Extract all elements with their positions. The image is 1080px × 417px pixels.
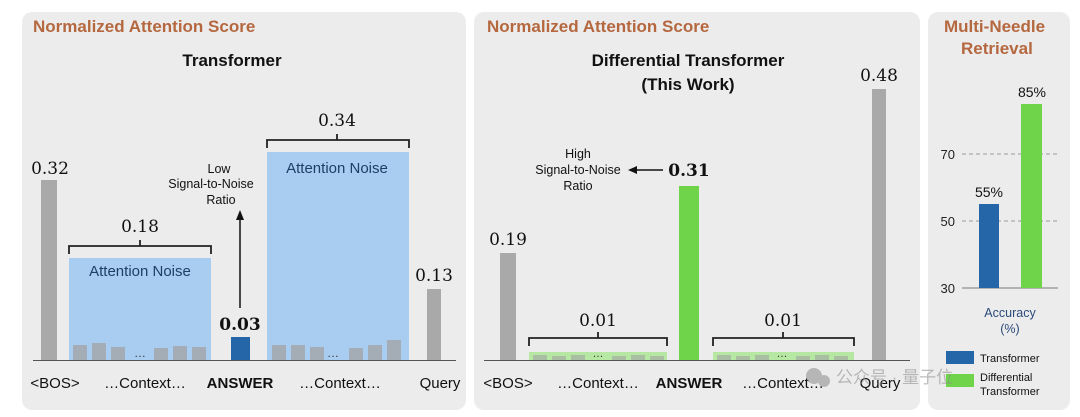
legend-swatch-diff-transformer xyxy=(946,374,974,387)
right-panel-header-line2: Retrieval xyxy=(961,39,1033,58)
right-bar-diff-transformer xyxy=(1021,104,1042,288)
left-bar-answer xyxy=(231,337,250,360)
legend-label-diff-line1: Differential xyxy=(980,372,1032,384)
middle-bar-bos xyxy=(500,253,516,360)
left-annotation-line1: Low xyxy=(208,162,232,176)
middle-panel-header: Normalized Attention Score xyxy=(487,17,710,36)
middle-annotation-line2: Signal-to-Noise xyxy=(535,163,621,177)
legend-swatch-transformer xyxy=(946,351,974,364)
middle-xlabel-bos: <BOS> xyxy=(483,375,532,392)
right-value-transformer: 55% xyxy=(975,184,1003,200)
middle-value-answer: 0.31 xyxy=(668,161,709,181)
right-ytick-30: 30 xyxy=(941,281,955,296)
left-context-bars-2 xyxy=(272,340,401,360)
middle-brace-2 xyxy=(712,332,855,346)
left-noise-label-1: Attention Noise xyxy=(89,263,191,280)
middle-value-context-1: 0.01 xyxy=(579,311,617,331)
middle-ellipsis-1: … xyxy=(593,348,604,360)
watermark: 公众号 · 量子位 xyxy=(806,368,953,387)
left-annotation-line3: Ratio xyxy=(206,193,235,207)
left-chart-title: Transformer xyxy=(182,51,282,70)
right-ytick-70: 70 xyxy=(941,147,955,162)
right-panel-header-line1: Multi-Needle xyxy=(944,17,1046,36)
middle-annotation-line3: Ratio xyxy=(563,179,592,193)
left-value-bos: 0.32 xyxy=(31,159,69,179)
middle-xlabel-answer: ANSWER xyxy=(656,375,723,392)
middle-value-query: 0.48 xyxy=(860,66,898,86)
left-panel-header: Normalized Attention Score xyxy=(33,17,256,36)
middle-annotation-arrowhead xyxy=(628,166,637,174)
right-axis-label-line1: Accuracy xyxy=(984,306,1036,320)
left-bar-bos xyxy=(41,180,57,360)
middle-context-bars xyxy=(533,355,848,360)
middle-annotation-line1: High xyxy=(565,147,591,161)
middle-xlabel-context-1: …Context… xyxy=(557,375,639,392)
left-value-context-2: 0.34 xyxy=(318,111,356,131)
legend-label-transformer: Transformer xyxy=(980,353,1040,365)
middle-xlabel-query: Query xyxy=(860,375,901,392)
left-xlabel-bos: <BOS> xyxy=(30,375,79,392)
left-noise-label-2: Attention Noise xyxy=(286,160,388,177)
left-ellipsis-1: … xyxy=(134,346,146,360)
middle-noise-box-1 xyxy=(529,352,667,360)
left-annotation-line2: Signal-to-Noise xyxy=(168,177,254,191)
left-xlabel-context-1: …Context… xyxy=(104,375,186,392)
legend-label-diff-line2: Transformer xyxy=(980,386,1040,398)
left-xlabel-answer: ANSWER xyxy=(207,375,274,392)
left-ellipsis-2: … xyxy=(327,346,339,360)
left-value-answer: 0.03 xyxy=(219,315,260,335)
left-context-bars-1 xyxy=(73,343,206,360)
right-axis-label-line2: (%) xyxy=(1000,322,1019,336)
wechat-icon xyxy=(806,368,822,384)
left-brace-2 xyxy=(266,134,410,148)
right-bar-transformer xyxy=(979,204,999,288)
middle-noise-box-2 xyxy=(713,352,854,360)
watermark-text: 公众号 · 量子位 xyxy=(836,368,953,387)
middle-chart-title-line1: Differential Transformer xyxy=(592,51,785,70)
left-xlabel-context-2: …Context… xyxy=(299,375,381,392)
right-ytick-50: 50 xyxy=(941,214,955,229)
middle-brace-1 xyxy=(528,332,668,346)
left-value-query: 0.13 xyxy=(415,266,453,286)
left-annotation-arrowhead xyxy=(236,210,244,220)
left-brace-1 xyxy=(68,240,212,254)
middle-value-bos: 0.19 xyxy=(489,230,527,250)
left-xlabel-query: Query xyxy=(420,375,461,392)
middle-bar-answer xyxy=(679,186,699,360)
middle-bar-query xyxy=(872,89,886,360)
middle-xlabel-context-2: …Context… xyxy=(742,375,824,392)
left-bar-query xyxy=(427,289,441,360)
middle-chart-title-line2: (This Work) xyxy=(641,75,734,94)
left-value-context-1: 0.18 xyxy=(121,217,159,237)
middle-ellipsis-2: … xyxy=(777,348,788,360)
right-value-diff-transformer: 85% xyxy=(1018,84,1046,100)
wechat-icon-small xyxy=(818,375,830,387)
middle-value-context-2: 0.01 xyxy=(764,311,802,331)
left-noise-box-2 xyxy=(267,152,409,360)
